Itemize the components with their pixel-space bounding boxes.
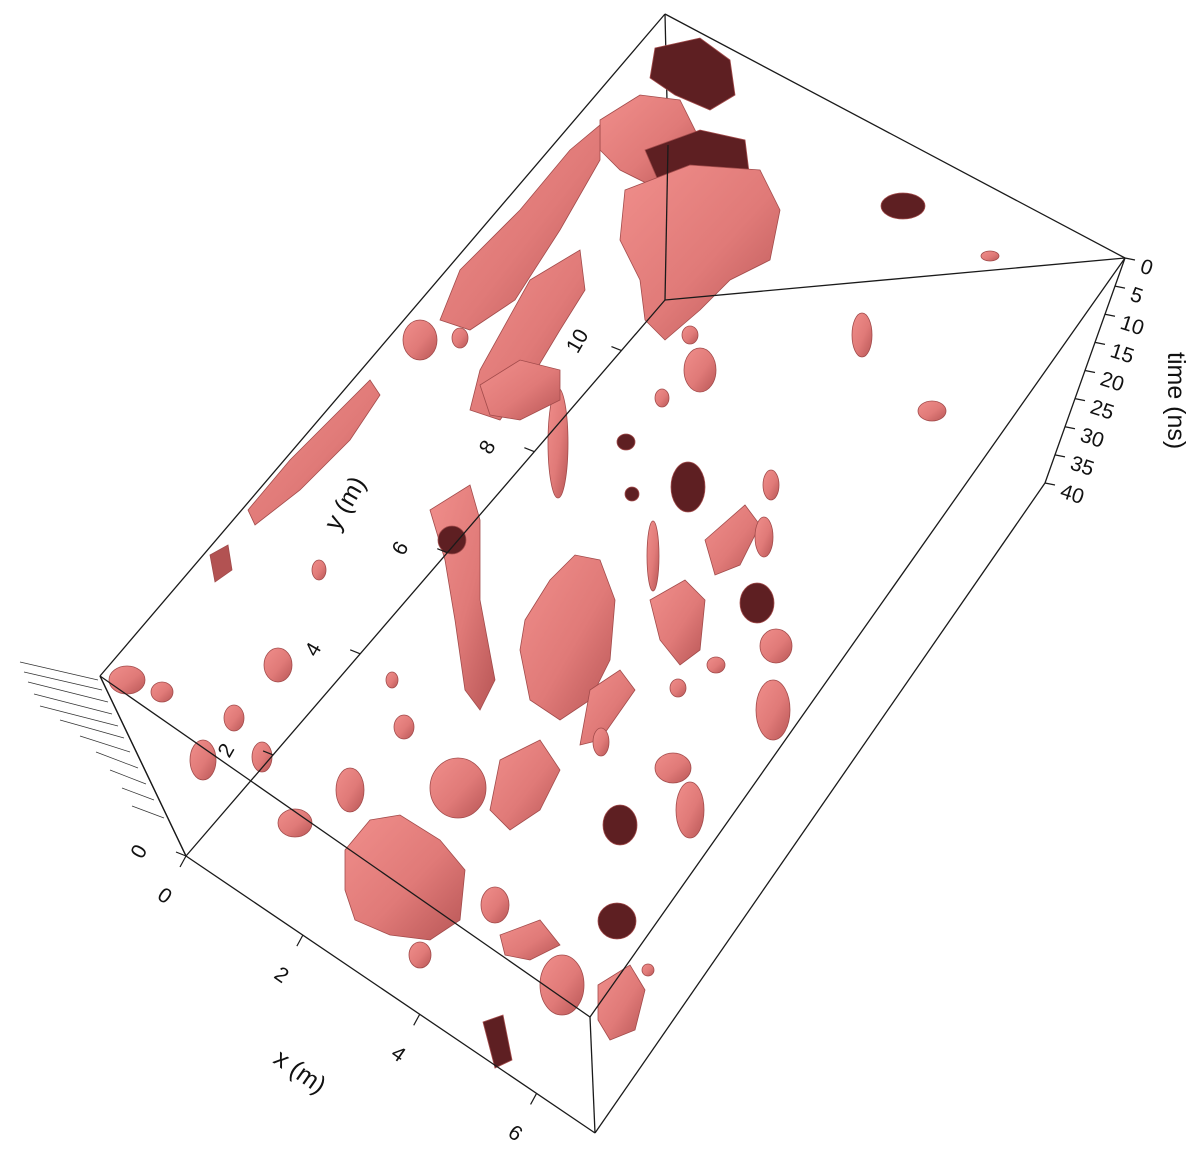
isosurface-blobs (108, 37, 1000, 1069)
z-tick-mark (1044, 482, 1056, 486)
z-tick-label: 35 (1067, 452, 1096, 481)
z-tick-mark (1084, 369, 1096, 374)
z-axis-label: time (ns) (1162, 352, 1190, 449)
z-tick-label: 10 (1117, 311, 1146, 340)
y-tick-mark (611, 345, 622, 352)
x-tick-mark (413, 1013, 421, 1026)
z-tick-label: 30 (1077, 424, 1106, 453)
y-tick-label: 6 (388, 538, 414, 560)
y-tick-label: 10 (562, 325, 594, 357)
z-tick-label: 25 (1087, 396, 1116, 425)
y-tick-label: 4 (301, 638, 327, 660)
y-tick-mark (349, 649, 361, 655)
y-tick-mark (175, 851, 187, 857)
x-axis-label: x (m) (269, 1044, 332, 1100)
y-axis-label: y (m) (319, 472, 372, 535)
y-tick-label: 8 (475, 437, 501, 459)
z-tick-mark (1104, 313, 1116, 317)
y-tick-mark (524, 447, 535, 453)
z-tick-label: 0 (1137, 255, 1155, 280)
z-tick-mark (1124, 257, 1136, 261)
x-tick-label: 6 (504, 1121, 527, 1147)
z-tick-label: 20 (1097, 367, 1126, 396)
z-tick-mark (1114, 285, 1126, 289)
x-tick-mark (530, 1093, 538, 1105)
z-tick-mark (1064, 426, 1076, 430)
z-tick-mark (1094, 341, 1106, 345)
x-axis-ticks: 0 2 4 6 (153, 855, 538, 1147)
corner-hatching (19, 661, 165, 819)
z-tick-mark (1074, 398, 1086, 402)
x-tick-mark (296, 934, 304, 947)
y-tick-label: 0 (126, 841, 152, 863)
box-inner-lines (99, 144, 1126, 857)
x-tick-label: 4 (387, 1042, 410, 1068)
z-tick-label: 15 (1107, 339, 1136, 368)
z-tick-label: 5 (1127, 283, 1145, 308)
z-tick-mark (1054, 454, 1066, 458)
x-tick-label: 0 (153, 883, 176, 909)
x-tick-mark (179, 855, 187, 868)
x-tick-label: 2 (270, 962, 293, 988)
z-tick-label: 40 (1057, 480, 1086, 509)
y-tick-mark (262, 750, 274, 756)
y-tick-mark (437, 548, 448, 554)
